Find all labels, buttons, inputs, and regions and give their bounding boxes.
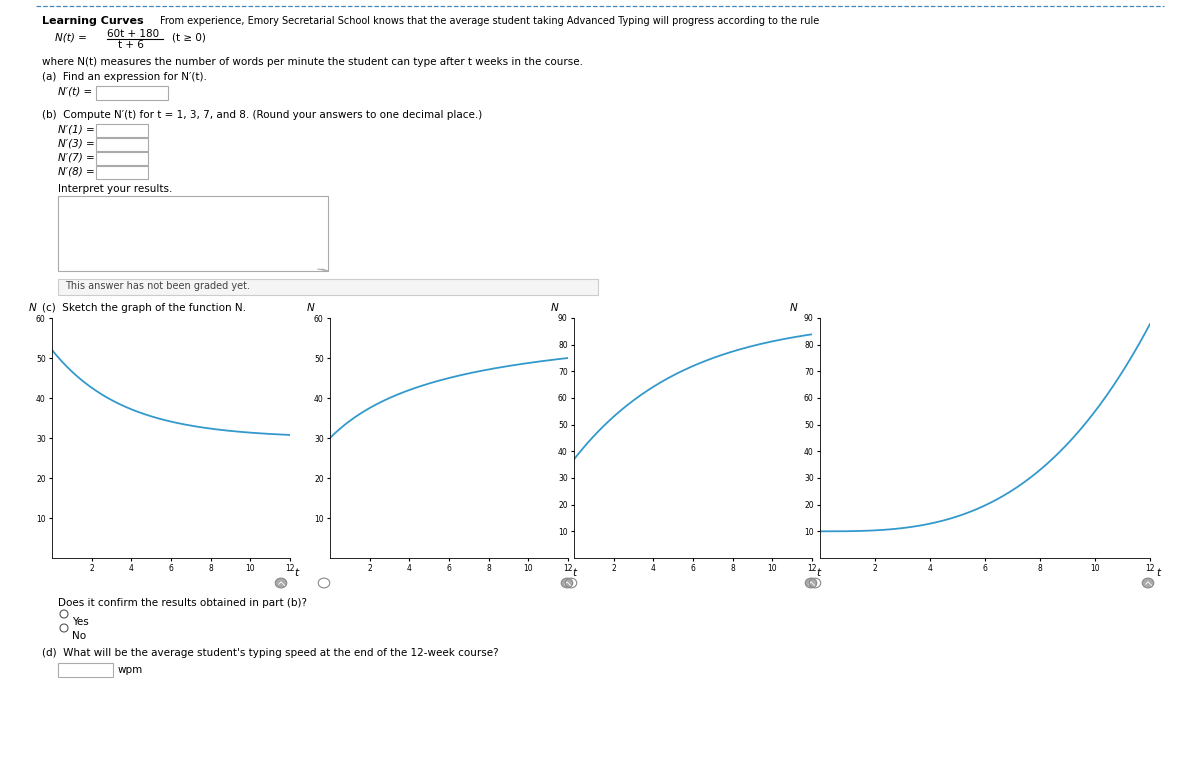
- Y-axis label: N: N: [790, 303, 798, 313]
- Circle shape: [275, 578, 287, 588]
- Bar: [96, 138, 148, 151]
- Circle shape: [805, 578, 817, 588]
- Text: Yes: Yes: [72, 617, 89, 627]
- Bar: [58, 196, 328, 271]
- Bar: [58, 279, 598, 295]
- Bar: [96, 152, 148, 165]
- Circle shape: [562, 578, 572, 588]
- Text: (a)  Find an expression for N′(t).: (a) Find an expression for N′(t).: [42, 72, 206, 82]
- Text: t + 6: t + 6: [118, 40, 144, 50]
- Text: Interpret your results.: Interpret your results.: [58, 184, 173, 194]
- Text: Learning Curves: Learning Curves: [42, 16, 144, 26]
- Text: This answer has not been graded yet.: This answer has not been graded yet.: [65, 281, 250, 291]
- Bar: [96, 166, 148, 179]
- Y-axis label: N: N: [551, 303, 559, 313]
- Text: From experience, Emory Secretarial School knows that the average student taking : From experience, Emory Secretarial Schoo…: [160, 16, 820, 26]
- Bar: [96, 124, 148, 137]
- Y-axis label: N: N: [29, 303, 37, 313]
- Text: where N(t) measures the number of words per minute the student can type after t : where N(t) measures the number of words …: [42, 57, 583, 67]
- Circle shape: [1142, 578, 1153, 588]
- Text: t: t: [295, 568, 299, 578]
- Text: t: t: [817, 568, 821, 578]
- Text: N′(3) =: N′(3) =: [58, 139, 95, 149]
- Text: N′(t) =: N′(t) =: [58, 87, 92, 97]
- Text: N′(7) =: N′(7) =: [58, 153, 95, 163]
- Text: (t ≥ 0): (t ≥ 0): [172, 32, 206, 42]
- Text: (d)  What will be the average student's typing speed at the end of the 12-week c: (d) What will be the average student's t…: [42, 648, 499, 658]
- Text: Does it confirm the results obtained in part (b)?: Does it confirm the results obtained in …: [58, 598, 307, 608]
- Text: (b)  Compute N′(t) for t = 1, 3, 7, and 8. (Round your answers to one decimal pl: (b) Compute N′(t) for t = 1, 3, 7, and 8…: [42, 110, 482, 120]
- Text: N′(1) =: N′(1) =: [58, 125, 95, 135]
- Text: N(t) =: N(t) =: [55, 32, 86, 42]
- Y-axis label: N: N: [307, 303, 314, 313]
- Text: wpm: wpm: [118, 665, 143, 675]
- Bar: [58, 663, 113, 677]
- Text: t: t: [572, 568, 577, 578]
- Text: (c)  Sketch the graph of the function N.: (c) Sketch the graph of the function N.: [42, 303, 246, 313]
- Text: 60t + 180: 60t + 180: [107, 29, 160, 39]
- Text: N′(8) =: N′(8) =: [58, 167, 95, 177]
- Bar: [96, 86, 168, 100]
- Text: t: t: [1157, 568, 1160, 578]
- Text: No: No: [72, 631, 86, 641]
